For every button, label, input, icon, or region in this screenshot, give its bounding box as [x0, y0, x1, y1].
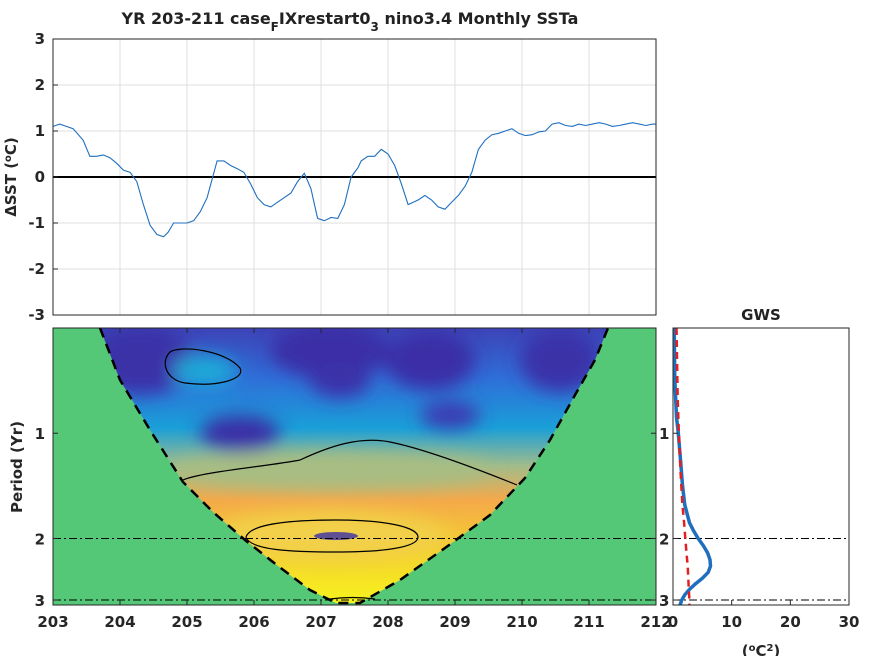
wavelet-y-tick-label: 2 — [35, 530, 45, 548]
wavelet-y-tick-label: 1 — [35, 425, 45, 443]
wavelet-x-tick-label: 209 — [439, 613, 470, 631]
gws-y-tick-label: 1 — [659, 425, 669, 443]
timeseries-y-tick-label: 2 — [35, 76, 45, 94]
timeseries-panel: -3 -2 -1 0 1 2 3 ΔSST (oC) — [2, 30, 657, 324]
gws-plot-area — [673, 328, 849, 605]
timeseries-y-tick-label: 3 — [35, 30, 45, 48]
wavelet-reference-lines — [53, 537, 656, 601]
timeseries-y-tick-label: 0 — [35, 168, 45, 186]
timeseries-y-tick-label: -3 — [28, 306, 45, 324]
gws-frame — [672, 327, 850, 606]
gws-significance-line — [675, 328, 691, 605]
timeseries-y-tick-label: 1 — [35, 122, 45, 140]
wavelet-x-tick-label: 212 — [640, 613, 671, 631]
gws-lines — [673, 328, 713, 605]
gws-title: GWS — [741, 306, 781, 324]
wavelet-x-tick-label: 206 — [238, 613, 269, 631]
wavelet-y-label: Period (Yr) — [8, 421, 26, 513]
cone-of-influence — [98, 327, 610, 605]
sst-anomaly-line — [53, 122, 656, 238]
wavelet-x-tick-label: 204 — [104, 613, 135, 631]
gws-x-ticks: 0 10 20 30 — [668, 600, 860, 631]
timeseries-y-ticks: -3 -2 -1 0 1 2 3 — [28, 30, 58, 324]
wavelet-y-tick-label: 3 — [35, 592, 45, 610]
significance-contours — [164, 348, 518, 600]
gws-x-tick-label: 0 — [668, 613, 678, 631]
wavelet-x-tick-label: 211 — [573, 613, 604, 631]
wavelet-x-tick-label: 208 — [372, 613, 403, 631]
gws-x-label: (oC2) — [742, 642, 781, 656]
gws-x-tick-label: 10 — [721, 613, 742, 631]
gws-x-tick-label: 20 — [780, 613, 801, 631]
gws-panel: GWS 1 2 3 0 10 20 30 (oC2) — [659, 306, 859, 656]
wavelet-y-ticks: 1 2 3 — [35, 425, 656, 610]
wavelet-frame — [52, 327, 657, 606]
contour-upper-left — [164, 348, 242, 385]
gws-y-tick-label: 3 — [659, 592, 669, 610]
contour-mid — [182, 439, 518, 486]
wavelet-x-ticks: 203 204 205 206 207 208 209 210 211 212 — [37, 328, 672, 631]
gws-x-tick-label: 30 — [839, 613, 860, 631]
contour-two-year — [245, 519, 419, 553]
gws-reference-lines — [673, 537, 849, 601]
wavelet-x-tick-label: 203 — [37, 613, 68, 631]
figure-title: YR 203-211 caseFIXrestart03 nino3.4 Mont… — [121, 9, 579, 34]
gws-y-ticks: 1 2 3 — [659, 425, 678, 610]
wavelet-panel: 1 2 3 203 204 205 206 207 208 209 210 211 212 Perio… — [8, 327, 672, 631]
contour-bottom — [329, 596, 376, 600]
timeseries-y-tick-label: -2 — [28, 260, 45, 278]
wavelet-x-tick-label: 205 — [171, 613, 202, 631]
timeseries-y-label: ΔSST (oC) — [2, 137, 20, 217]
timeseries-y-tick-label: -1 — [28, 214, 45, 232]
wavelet-x-tick-label: 210 — [506, 613, 537, 631]
gws-y-tick-label: 2 — [659, 530, 669, 548]
wavelet-x-tick-label: 207 — [305, 613, 336, 631]
